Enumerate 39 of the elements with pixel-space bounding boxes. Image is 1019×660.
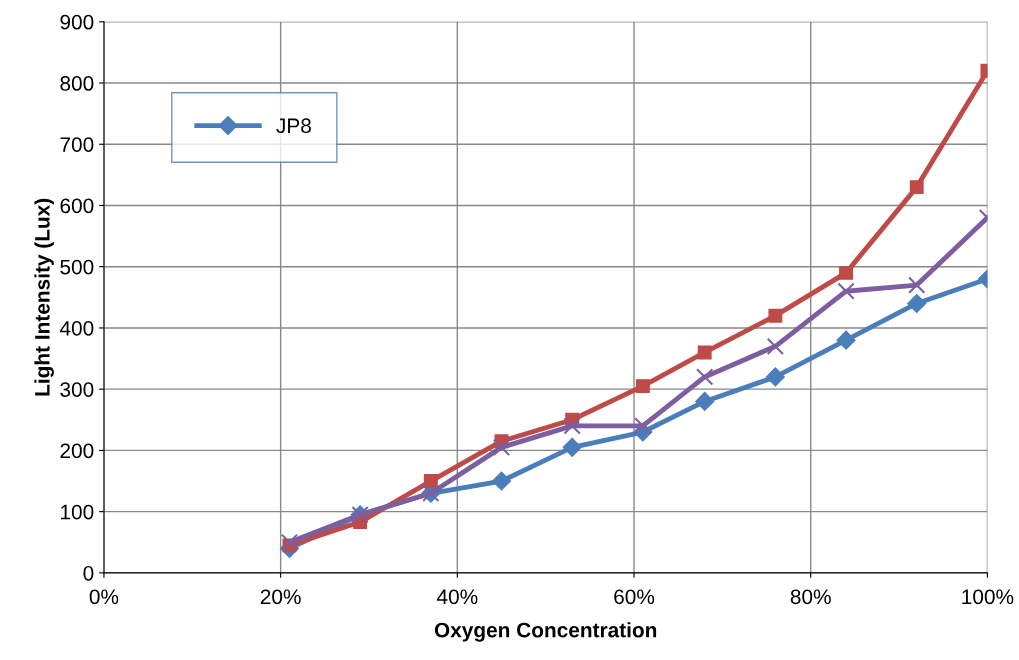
x-tick-label: 40% (436, 589, 478, 605)
point (766, 337, 785, 355)
y-tick-label: 200 (60, 443, 94, 459)
y-tick-label: 900 (60, 14, 94, 30)
point (909, 180, 924, 195)
point (491, 471, 512, 491)
point (839, 265, 854, 280)
point (768, 308, 783, 323)
y-tick-label: 700 (60, 137, 94, 152)
y-tick-label: 600 (60, 198, 94, 214)
point (562, 437, 582, 457)
y-tick-label: 0 (83, 565, 94, 581)
point (907, 293, 927, 313)
y-tick-label: 300 (60, 382, 94, 397)
point (423, 474, 438, 488)
point (696, 368, 714, 386)
point (908, 276, 926, 294)
y-tick-label: 500 (60, 259, 94, 275)
point (695, 391, 715, 411)
x-tick-label: 0% (89, 589, 119, 605)
x-tick-label: 100% (962, 589, 1014, 605)
x-axis-title: Oxygen Concentration (434, 622, 657, 642)
point (765, 367, 785, 387)
y-axis-title: Light Intensity (Lux) (34, 198, 54, 396)
x-tick-label: 60% (614, 589, 655, 605)
x-tick-label: 80% (790, 589, 831, 605)
point (634, 417, 652, 435)
point (492, 438, 511, 457)
legend-label: JP8 (276, 118, 311, 134)
y-tick-label: 800 (60, 76, 94, 91)
point (280, 533, 299, 551)
point (635, 379, 650, 394)
y-tick-label: 400 (59, 320, 94, 336)
x-tick-label: 20% (260, 589, 301, 605)
point (563, 417, 581, 435)
point (837, 282, 855, 300)
y-tick-label: 100 (61, 504, 94, 520)
point (836, 330, 856, 350)
point (697, 345, 712, 360)
